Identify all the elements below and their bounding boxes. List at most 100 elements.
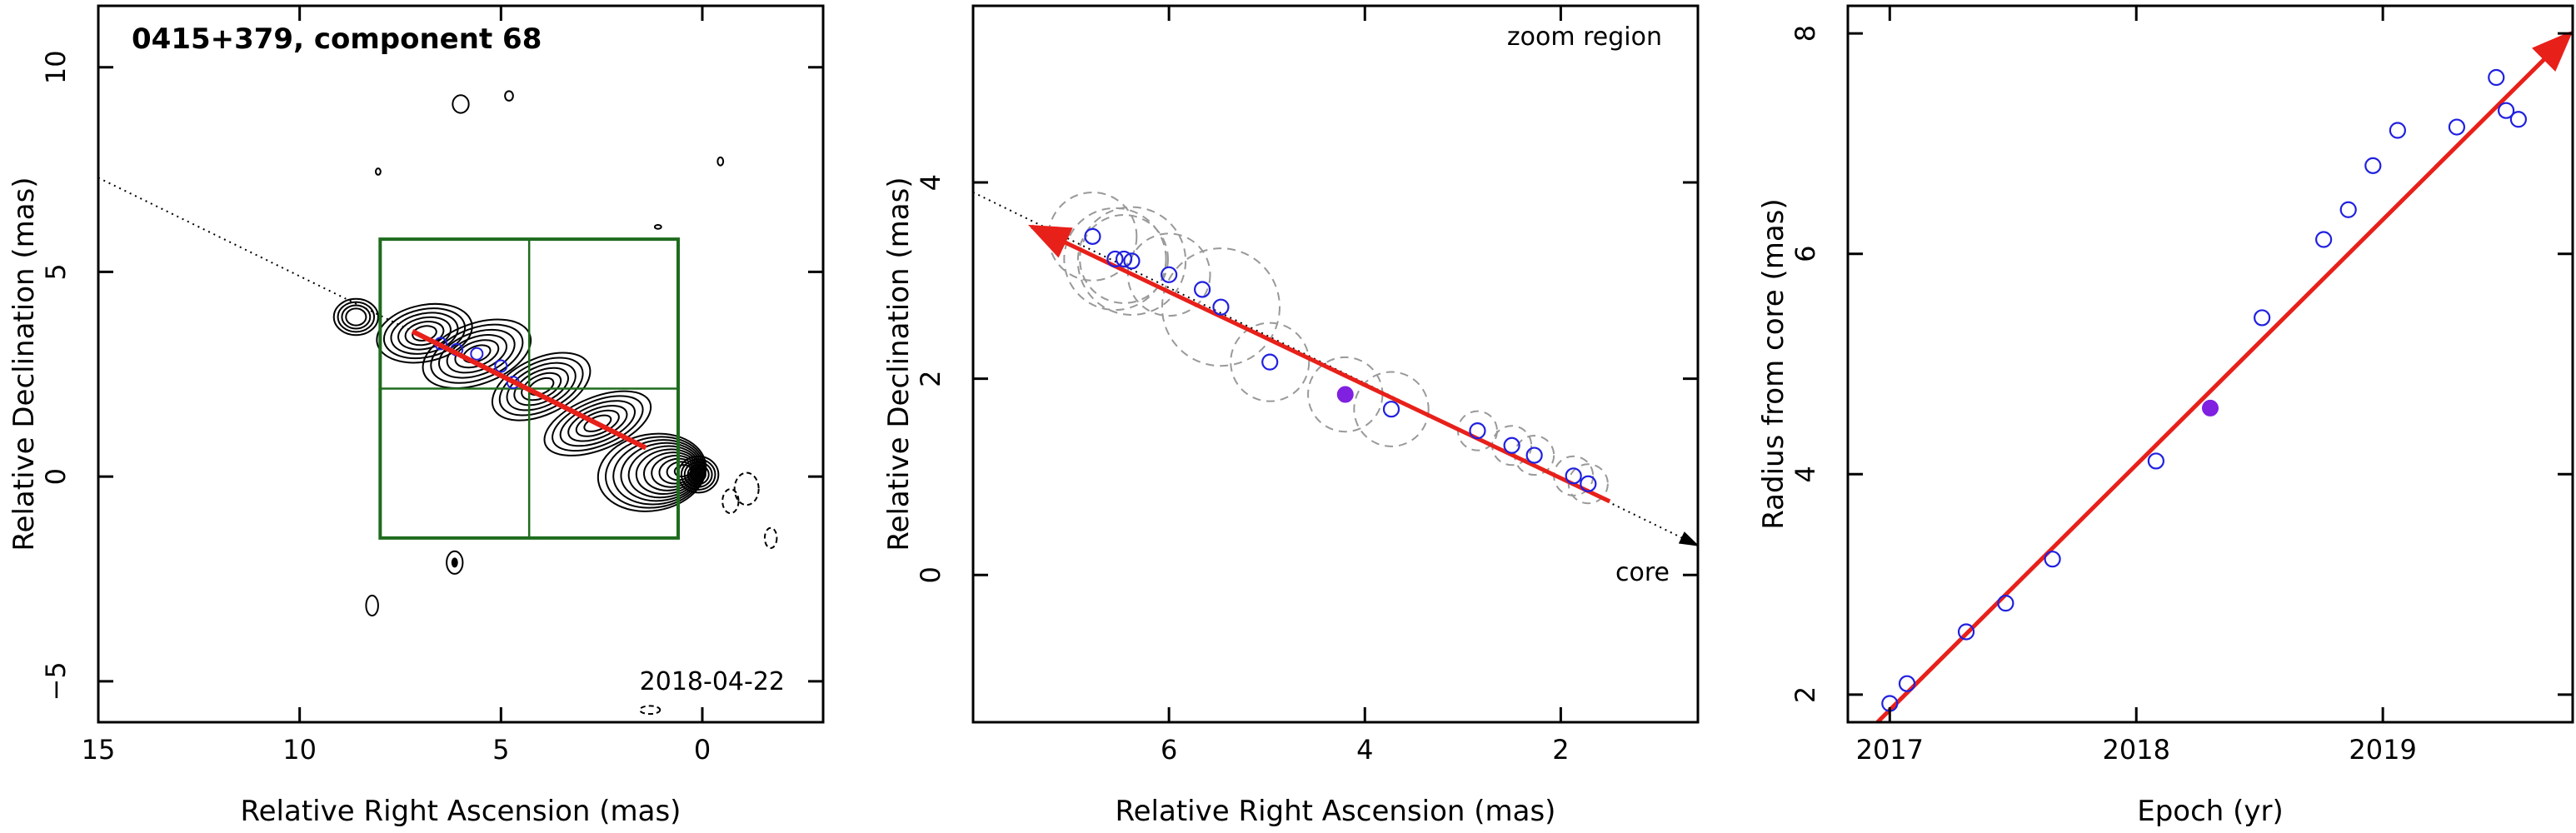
uncertainty-circle [1126, 232, 1211, 317]
data-point [1123, 252, 1141, 270]
panel-title: 0415+379, component 68 [132, 22, 542, 56]
data-point [2448, 118, 2466, 136]
contour-line [341, 304, 372, 330]
contour-line [506, 362, 577, 412]
uncertainty-circle [1514, 435, 1555, 476]
y-tick-label: 4 [1790, 466, 1821, 482]
contour-line [543, 390, 652, 456]
x-tick-label: 5 [492, 734, 509, 766]
contour-line [375, 167, 382, 176]
y-axis-label: Relative Declination (mas) [7, 177, 41, 551]
date-label: 2018-04-22 [640, 667, 785, 696]
plot-frame [971, 4, 1700, 724]
data-point [2364, 157, 2382, 174]
uncertainty-circle [1079, 214, 1169, 304]
fit-arrow [1028, 224, 1611, 504]
data-point [1503, 436, 1520, 454]
contour-line [683, 461, 713, 488]
contour-line [451, 557, 458, 568]
data-point [1161, 266, 1178, 283]
contour-line [332, 297, 379, 337]
data-point [1525, 446, 1543, 464]
zoom-region-label: zoom region [1507, 22, 1662, 52]
uncertainty-circle [1076, 206, 1187, 316]
contour-line [452, 94, 470, 114]
contour-line [446, 334, 507, 374]
component-marker [470, 347, 484, 361]
data-point [2315, 231, 2333, 248]
fit-arrow [411, 329, 647, 451]
highlight-point [2202, 399, 2219, 416]
plot-frame [1846, 4, 2574, 724]
radius-epoch-panel: 2017 2018 2019 2 4 6 8 Epoch (yr) Radius from … [1757, 4, 2574, 828]
data-point [2339, 201, 2357, 218]
uncertainty-circle [1063, 207, 1167, 312]
y-axis-label: Radius from core (mas) [1757, 198, 1790, 529]
contour-line [763, 526, 778, 549]
y-tick-label: 8 [1790, 25, 1821, 42]
contour-line [635, 448, 700, 495]
y-tick-label: 0 [40, 468, 72, 485]
data-point [1580, 475, 1597, 492]
data-point [1469, 422, 1486, 440]
y-tick-label: 5 [40, 263, 72, 280]
component-marker [494, 359, 508, 373]
data-point [1898, 675, 1916, 692]
x-tick-label: 10 [282, 734, 317, 766]
fit-arrow [1875, 30, 2573, 722]
contour-line [686, 464, 710, 486]
x-tick-label: 2018 [2103, 734, 2170, 766]
data-point [1115, 250, 1133, 268]
data-point [2389, 122, 2406, 139]
contour-line [337, 301, 376, 333]
contour-line [653, 223, 662, 230]
axis-ticks: 6 4 2 0 2 4 [915, 6, 1698, 766]
y-tick-label: 0 [915, 566, 946, 583]
contour-map-panel: 15 10 5 0 −5 0 5 10 0415+379, component 68 2018… [7, 4, 825, 828]
contour-line [716, 156, 725, 167]
contour-line [559, 400, 637, 447]
x-tick-label: 2019 [2349, 734, 2416, 766]
y-tick-label: 10 [40, 50, 72, 84]
data-point [1382, 401, 1400, 418]
data-point [2498, 102, 2515, 119]
data-point [1084, 227, 1101, 245]
contour-line [430, 323, 524, 384]
data-point [1957, 623, 1975, 641]
contour-line [639, 705, 661, 716]
x-tick-label: 2017 [1856, 734, 1924, 766]
contour-line [446, 550, 464, 575]
data-point [1212, 298, 1230, 316]
uncertainty-circle [1230, 322, 1310, 402]
x-tick-label: 2 [1552, 734, 1569, 766]
uncertainty-circle [1047, 191, 1138, 282]
contour-line [552, 395, 644, 452]
data-point [1106, 250, 1124, 268]
x-tick-label: 0 [694, 734, 711, 766]
contour-line [680, 458, 716, 491]
contour-line [643, 451, 698, 491]
contour-line [690, 466, 706, 482]
x-axis-label: Epoch (yr) [2137, 795, 2284, 828]
zoom-plot [973, 191, 1698, 546]
y-tick-label: 4 [915, 174, 946, 191]
y-tick-label: 6 [1790, 246, 1821, 262]
contour-line [397, 316, 452, 351]
zoom-panel: 6 4 2 0 2 4 zoom region core Relative Right A… [882, 4, 1700, 828]
contour-plot [98, 90, 778, 716]
contour-line [612, 439, 704, 506]
x-tick-label: 15 [82, 734, 116, 766]
y-tick-label: −5 [40, 661, 72, 701]
axis-ticks: 15 10 5 0 −5 0 5 10 [40, 6, 823, 766]
core-label: core [1615, 558, 1670, 587]
uncertainty-circle [1353, 371, 1430, 447]
y-tick-label: 2 [915, 370, 946, 387]
axis-ticks: 2017 2018 2019 2 4 6 8 [1790, 6, 2573, 766]
uncertainty-circle [1161, 247, 1281, 367]
plot-frame [97, 4, 825, 724]
contour-line [498, 357, 584, 416]
x-tick-label: 4 [1356, 734, 1373, 766]
x-axis-label: Relative Right Ascension (mas) [241, 795, 681, 828]
contour-line [437, 328, 516, 379]
